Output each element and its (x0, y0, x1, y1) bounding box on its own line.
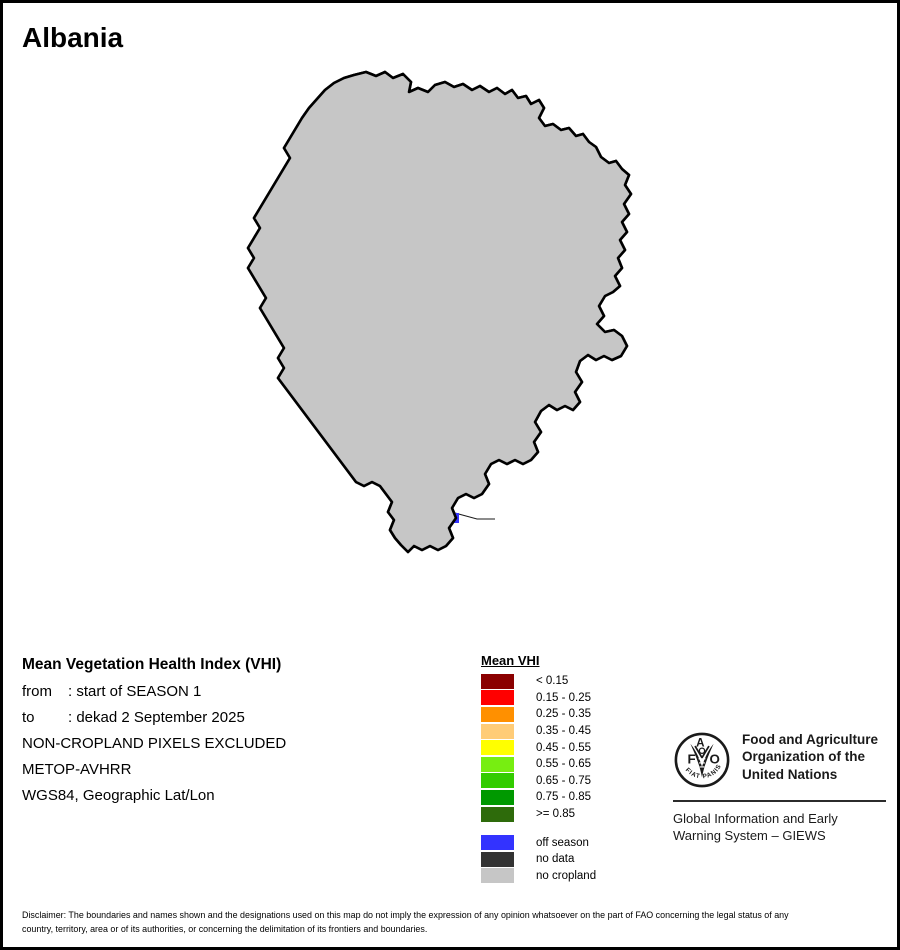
legend-swatch (481, 835, 514, 851)
giews-programme-name: Global Information and Early Warning Sys… (673, 810, 888, 844)
legend-swatch (481, 851, 514, 867)
svg-text:F: F (688, 751, 696, 766)
legend-item: 0.65 - 0.75 (473, 773, 653, 790)
legend-label: 0.65 - 0.75 (536, 774, 591, 787)
fao-org-line-1: Food and Agriculture (742, 732, 878, 747)
legend-title: Mean VHI (481, 653, 540, 668)
albania-vhi-map[interactable] (233, 63, 673, 633)
fao-organization-name: Food and Agriculture Organization of the… (742, 731, 878, 783)
legend-label: no cropland (536, 869, 597, 882)
caption-heading: Mean Vegetation Health Index (VHI) (22, 656, 282, 673)
legend-item: 0.55 - 0.65 (473, 756, 653, 773)
legend-swatch (481, 868, 514, 884)
legend-swatch (481, 673, 514, 689)
fao-logo-icon: F A O FIAT PANIS (674, 732, 730, 788)
caption-to-key: to (22, 709, 35, 726)
svg-text:O: O (710, 751, 720, 766)
giews-line-2: Warning System – GIEWS (673, 828, 826, 844)
caption-row-from: from : start of SEASON 1 (22, 683, 442, 700)
fao-branding: F A O FIAT PANIS Food and Agriculture Or… (673, 731, 888, 844)
legend-label: 0.75 - 0.85 (536, 791, 591, 804)
legend-item-no-cropland: no cropland (473, 868, 653, 885)
caption-from-key: from (22, 683, 52, 700)
legend-item-no-data: no data (473, 851, 653, 868)
caption-projection: WGS84, Geographic Lat/Lon (22, 787, 215, 804)
legend-label: off season (536, 836, 589, 849)
legend-label: 0.55 - 0.65 (536, 758, 591, 771)
legend-label: 0.35 - 0.45 (536, 725, 591, 738)
legend-label: < 0.15 (536, 675, 569, 688)
page-title: Albania (22, 22, 124, 53)
legend-item: < 0.15 (473, 673, 653, 690)
legend-label: no data (536, 853, 575, 866)
divider (673, 800, 886, 802)
disclaimer-text: Disclaimer: The boundaries and names sho… (22, 910, 789, 936)
legend-swatch (481, 773, 514, 789)
fao-logo-row: F A O FIAT PANIS Food and Agriculture Or… (673, 731, 888, 789)
legend-spacer (473, 822, 653, 834)
legend-label: 0.45 - 0.55 (536, 741, 591, 754)
caption-exclusion: NON-CROPLAND PIXELS EXCLUDED (22, 735, 287, 752)
legend-item: 0.35 - 0.45 (473, 723, 653, 740)
caption-sensor: METOP-AVHRR (22, 761, 132, 778)
map-canvas[interactable] (233, 63, 673, 633)
legend-item-off-season: off season (473, 834, 653, 851)
fao-org-line-2: Organization of the (742, 749, 865, 765)
legend-label: 0.15 - 0.25 (536, 691, 591, 704)
legend-swatch (481, 806, 514, 822)
fao-org-line-3: United Nations (742, 766, 838, 782)
legend-swatch (481, 756, 514, 772)
legend-item: 0.45 - 0.55 (473, 739, 653, 756)
legend-swatch (481, 740, 514, 756)
caption-block: Mean Vegetation Health Index (VHI) from … (22, 656, 442, 813)
caption-from-value: : start of SEASON 1 (68, 683, 202, 700)
legend-swatch (481, 690, 514, 706)
legend-item: >= 0.85 (473, 806, 653, 823)
caption-row-to: to : dekad 2 September 2025 (22, 709, 442, 726)
legend-swatch (481, 723, 514, 739)
legend-label: >= 0.85 (536, 808, 576, 821)
legend-item: 0.75 - 0.85 (473, 789, 653, 806)
legend-swatch (481, 789, 514, 805)
legend-item: 0.15 - 0.25 (473, 690, 653, 707)
svg-text:A: A (696, 737, 705, 750)
legend-item: 0.25 - 0.35 (473, 706, 653, 723)
map-country-outline (246, 70, 633, 554)
giews-line-1: Global Information and Early (673, 811, 838, 826)
caption-to-value: : dekad 2 September 2025 (68, 709, 245, 726)
map-legend: Mean VHI < 0.15 0.15 - 0.25 0.25 - 0.35 … (473, 653, 653, 884)
legend-swatch (481, 706, 514, 722)
legend-label: 0.25 - 0.35 (536, 708, 591, 721)
